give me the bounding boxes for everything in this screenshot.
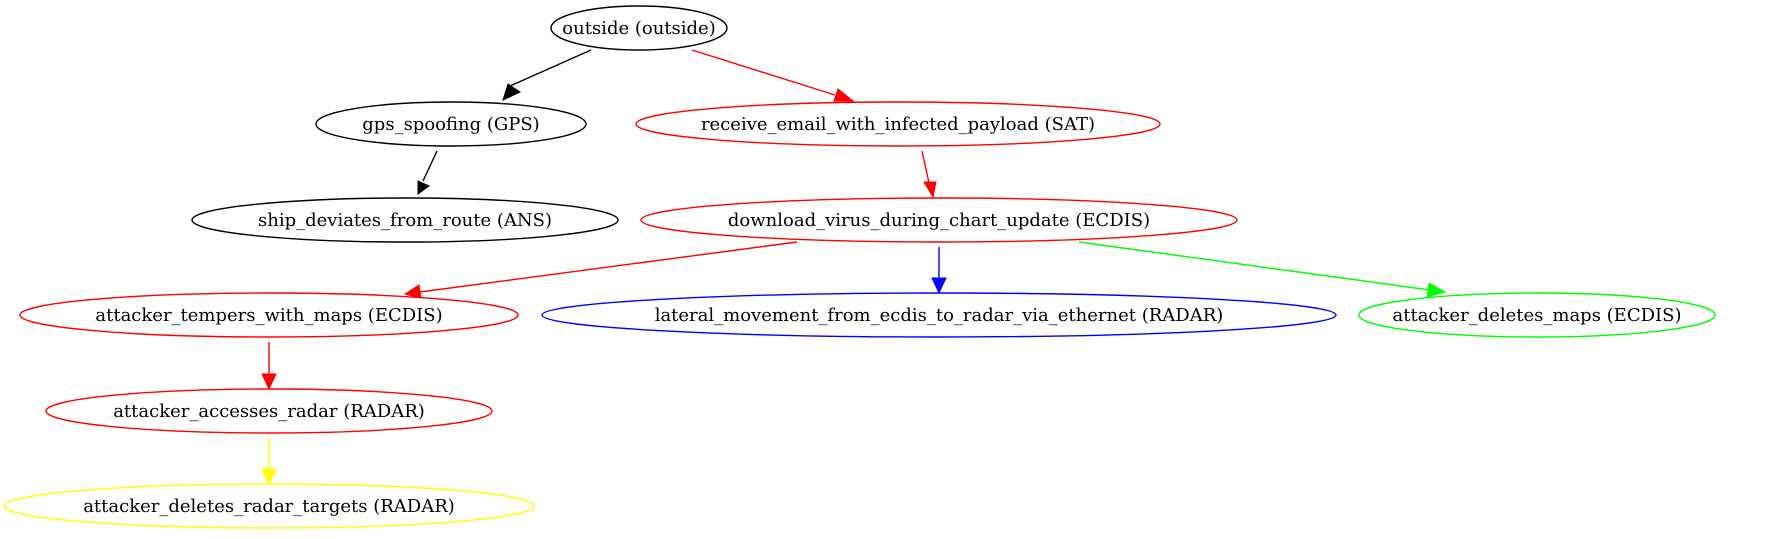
edges-layer — [261, 49, 1447, 486]
node-ship_deviates: ship_deviates_from_route (ANS) — [191, 197, 619, 243]
node-label: download_virus_during_chart_update (ECDI… — [728, 210, 1150, 231]
node-label: gps_spoofing (GPS) — [362, 114, 539, 135]
nodes-layer: outside (outside) gps_spoofing (GPS) recei… — [3, 5, 1716, 529]
node-ellipse — [635, 101, 1161, 147]
edge-accesses_radar-to-deletes_radar_targets — [261, 438, 277, 486]
node-label: receive_email_with_infected_payload (SAT… — [701, 114, 1095, 135]
node-ellipse — [550, 5, 728, 51]
node-label: attacker_accesses_radar (RADAR) — [113, 401, 425, 422]
edge-tempers_maps-to-accesses_radar — [261, 342, 277, 391]
node-lateral_movement: lateral_movement_from_ecdis_to_radar_via… — [541, 292, 1337, 338]
node-label: ship_deviates_from_route (ANS) — [258, 210, 552, 231]
node-ellipse — [45, 388, 493, 434]
edge-outside-to-gps_spoofing — [502, 49, 592, 101]
node-ellipse — [541, 292, 1337, 338]
node-deletes_maps: attacker_deletes_maps (ECDIS) — [1358, 292, 1716, 338]
node-label: outside (outside) — [562, 18, 715, 39]
node-deletes_radar_targets: attacker_deletes_radar_targets (RADAR) — [3, 483, 535, 529]
edge-outside-to-receive_email — [691, 49, 855, 102]
node-ellipse — [19, 292, 519, 338]
node-label: lateral_movement_from_ecdis_to_radar_via… — [655, 305, 1224, 326]
node-tempers_maps: attacker_tempers_with_maps (ECDIS) — [19, 292, 519, 338]
arrowhead-icon — [931, 277, 947, 295]
node-ellipse — [3, 483, 535, 529]
node-accesses_radar: attacker_accesses_radar (RADAR) — [45, 388, 493, 434]
edge-download_virus-to-deletes_maps — [1078, 241, 1447, 298]
arrowhead-icon — [417, 180, 430, 195]
node-label: attacker_tempers_with_maps (ECDIS) — [95, 305, 442, 326]
node-ellipse — [315, 101, 587, 147]
node-ellipse — [191, 197, 619, 243]
node-ellipse — [640, 197, 1238, 243]
node-label: attacker_deletes_maps (ECDIS) — [1393, 305, 1682, 326]
edge-receive_email-to-download_virus — [921, 150, 937, 199]
arrowhead-icon — [1426, 282, 1447, 298]
edge-line — [691, 49, 836, 96]
arrowhead-icon — [833, 88, 855, 102]
edge-line — [419, 241, 798, 293]
edge-line — [1078, 241, 1431, 291]
edge-line — [422, 150, 438, 182]
arrowhead-icon — [261, 468, 277, 486]
edge-download_virus-to-tempers_maps — [403, 241, 798, 299]
node-label: attacker_deletes_radar_targets (RADAR) — [83, 496, 455, 517]
node-download_virus: download_virus_during_chart_update (ECDI… — [640, 197, 1238, 243]
edge-line — [509, 49, 592, 87]
arrowhead-icon — [923, 181, 937, 199]
edge-download_virus-to-lateral_movement — [931, 247, 947, 295]
node-ellipse — [1358, 292, 1716, 338]
edge-gps_spoofing-to-ship_deviates — [417, 150, 438, 195]
arrowhead-icon — [502, 83, 522, 101]
node-receive_email: receive_email_with_infected_payload (SAT… — [635, 101, 1161, 147]
arrowhead-icon — [261, 373, 277, 391]
node-outside: outside (outside) — [550, 5, 728, 51]
edge-line — [921, 150, 930, 184]
arrowhead-icon — [403, 284, 422, 299]
node-gps_spoofing: gps_spoofing (GPS) — [315, 101, 587, 147]
